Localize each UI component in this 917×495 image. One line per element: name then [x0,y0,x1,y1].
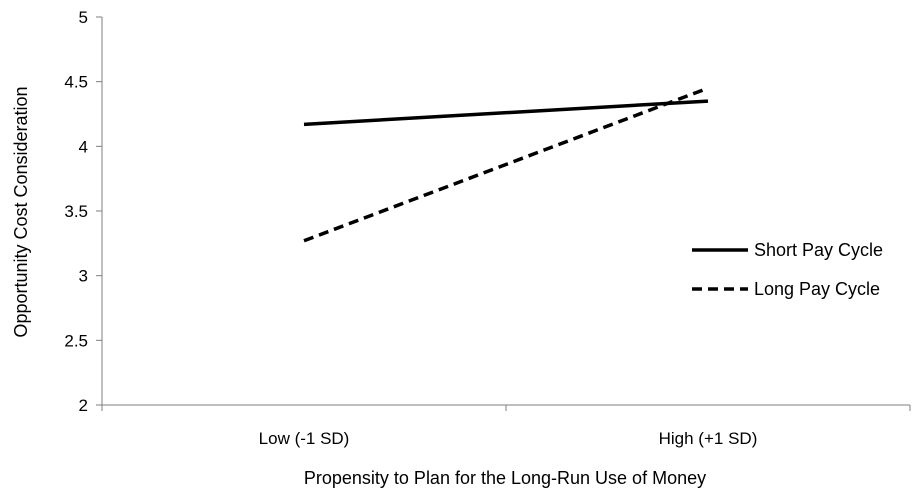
y-tick-label: 2 [79,396,88,415]
y-tick-label: 3.5 [64,202,88,221]
y-axis-ticks: 2 2.5 3 3.5 4 4.5 5 [64,8,102,415]
x-axis-label: Propensity to Plan for the Long-Run Use … [304,468,706,488]
y-tick-label: 5 [79,8,88,27]
y-axis-label: Opportunity Cost Consideration [11,86,31,337]
series-line-2 [303,86,709,243]
x-tick-label: Low (-1 SD) [259,429,350,448]
legend-label-1: Short Pay Cycle [754,240,883,260]
legend-label-2: Long Pay Cycle [754,279,880,299]
x-axis-ticks: Low (-1 SD) High (+1 SD) [101,405,911,448]
y-tick-label: 4 [79,137,88,156]
axes [101,17,910,406]
series-lines [303,86,709,243]
y-tick-label: 4.5 [64,73,88,92]
legend: Short Pay Cycle Long Pay Cycle [692,240,883,299]
x-tick-label: High (+1 SD) [659,429,758,448]
y-tick-label: 3 [79,267,88,286]
series-line-1 [303,99,709,127]
y-tick-label: 2.5 [64,331,88,350]
